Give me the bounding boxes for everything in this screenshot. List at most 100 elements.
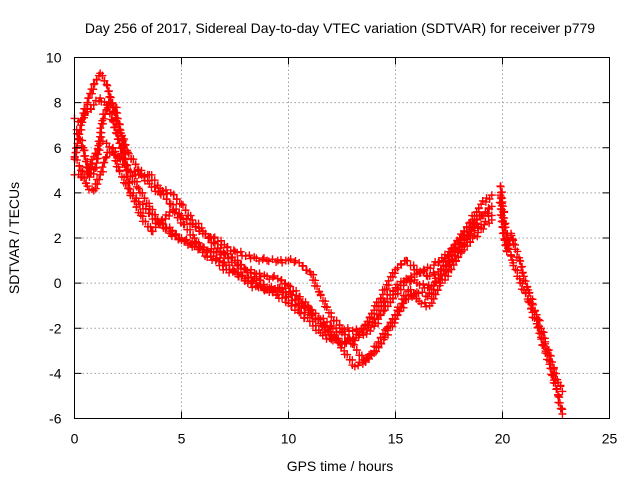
point-track-c-38-fill-3 [450, 240, 459, 249]
point-track-e-14-fill-2 [192, 237, 200, 246]
point-track-a-3 [89, 80, 98, 89]
x-tick-label: 15 [388, 431, 404, 447]
point-track-e-3-fill-1 [91, 163, 100, 172]
point-track-e-3-fill-11 [94, 137, 103, 146]
point-track-f-6-fill-1 [509, 261, 518, 270]
point-track-e-33-fill-2 [396, 303, 404, 312]
point-track-d-12-fill-3 [172, 229, 181, 238]
point-track-e-17-fill-3 [230, 266, 238, 275]
point-track-d-4-fill-3 [98, 163, 107, 171]
point-track-g-18 [558, 387, 567, 396]
point-track-a-5-fill-1 [103, 81, 112, 90]
point-track-c-36-fill-1 [426, 264, 435, 273]
point-track-b-11-fill-3 [163, 189, 172, 198]
point-track-d-16-fill-3 [216, 254, 224, 262]
point-track-e-8-fill-6 [132, 203, 141, 212]
point-track-d-18-fill-4 [238, 271, 247, 280]
point-track-b-14 [188, 216, 197, 224]
point-track-d-41-fill-1 [480, 220, 489, 229]
point-track-a-25-fill-6 [313, 282, 321, 291]
point-track-c-35-fill-4 [420, 266, 429, 275]
point-track-e-8-fill-4 [130, 197, 139, 206]
y-axis-title: SDTVAR / TECUs [6, 182, 22, 294]
point-track-b-20-fill-1 [255, 269, 264, 278]
point-track-b-32-fill-4 [384, 276, 393, 285]
point-track-c-30-fill-4 [367, 323, 375, 331]
point-track-d-9-fill-3 [138, 189, 147, 197]
point-track-b-33-fill-3 [397, 260, 406, 269]
point-track-d-3-fill-5 [95, 175, 104, 184]
point-track-d-4-fill-6 [101, 154, 110, 162]
point-track-e-13-fill-1 [180, 220, 189, 229]
point-track-e-28-fill-2 [343, 350, 352, 359]
point-track-g-1-fill-1 [498, 223, 507, 232]
point-track-b-31-fill-6 [376, 294, 385, 303]
point-track-d-40-fill-1 [467, 225, 476, 234]
point-track-f-17-fill-1 [555, 393, 564, 402]
axis-ticks [74, 57, 610, 419]
point-track-e-27-fill-3 [334, 338, 343, 347]
point-track-b-6-fill-3 [110, 123, 119, 132]
x-tick-label: 5 [178, 431, 186, 447]
point-track-b-3 [89, 100, 98, 109]
point-track-d-37-fill-6 [441, 262, 450, 271]
point-track-e-35-fill-2 [420, 298, 429, 307]
point-track-g-11-fill-1 [529, 300, 537, 309]
point-track-e-3-fill-6 [93, 150, 101, 159]
point-track-b-15-fill-2 [201, 229, 210, 238]
point-track-a-24-fill-2 [299, 261, 307, 270]
point-track-b-16-fill-4 [216, 244, 225, 252]
point-track-b-6-fill-1 [109, 117, 118, 126]
point-track-a-8-fill-6 [131, 160, 140, 169]
point-track-a-35-fill-2 [419, 280, 428, 288]
point-track-d-29-fill-1 [350, 341, 359, 349]
point-track-e-22-fill-1 [278, 285, 286, 293]
y-tick-label: 6 [54, 140, 62, 156]
point-track-e-22-fill-3 [281, 288, 290, 297]
point-track-e-12-fill-1 [170, 208, 179, 217]
point-track-a-31-fill-1 [370, 314, 379, 323]
point-track-g-3-fill-1 [503, 244, 512, 253]
point-track-b-16 [209, 238, 218, 247]
point-track-e-20-fill-1 [256, 282, 265, 291]
point-track-b-33-fill-1 [393, 263, 402, 272]
point-track-b-40-fill-7 [474, 204, 483, 213]
point-track-g-10-fill-2 [524, 289, 533, 298]
point-track-e-29 [350, 362, 359, 371]
point-track-b-34-fill-1 [403, 257, 412, 265]
point-track-b-11-fill-1 [158, 186, 167, 195]
point-track-e-6-fill-10 [116, 126, 125, 135]
point-track-d-13-fill-1 [181, 236, 190, 245]
point-track-d-35-fill-2 [418, 288, 427, 297]
point-track-c-29-fill-2 [354, 333, 363, 342]
point-track-d-6-fill-2 [111, 147, 120, 156]
point-track-e-9-fill-3 [141, 217, 150, 226]
point-track-e-13-fill-5 [189, 231, 197, 239]
point-track-d-28-fill-2 [341, 330, 349, 339]
point-track-c-30 [359, 331, 368, 339]
data-points [70, 69, 567, 418]
point-track-a-5-fill-3 [104, 87, 113, 96]
point-track-d-10-fill-2 [148, 205, 157, 214]
chart-title: Day 256 of 2017, Sidereal Day-to-day VTE… [85, 20, 595, 36]
point-track-e-17-fill-1 [225, 268, 234, 277]
point-track-b-14-fill-5 [197, 224, 206, 232]
point-track-b-2-fill-2 [87, 105, 96, 114]
point-track-g-15-fill-3 [548, 358, 557, 366]
point-track-e-39-fill-3 [463, 242, 472, 251]
point-track-c-33-fill-3 [396, 285, 405, 294]
point-track-e-19-fill-2 [248, 283, 257, 292]
point-track-g-9-fill-2 [521, 277, 530, 285]
x-tick-label: 10 [281, 431, 297, 447]
point-track-a-42 [487, 202, 496, 211]
x-axis-title: GPS time / hours [287, 458, 394, 474]
point-track-b-10-fill-3 [150, 176, 159, 185]
point-track-c-32-fill-6 [389, 294, 397, 303]
point-track-a-26-fill-1 [316, 291, 325, 300]
point-track-e-3-fill-15 [97, 128, 106, 137]
point-track-f-17-fill-3 [556, 399, 564, 407]
x-tick-label: 25 [602, 431, 618, 447]
point-track-b-23-fill-1 [286, 282, 295, 291]
